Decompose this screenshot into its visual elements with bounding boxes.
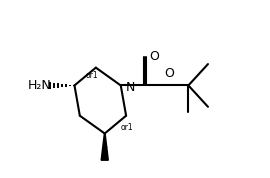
Text: N: N xyxy=(126,81,136,94)
Text: H₂N: H₂N xyxy=(28,79,51,92)
Polygon shape xyxy=(101,134,108,160)
Text: or1: or1 xyxy=(85,71,98,80)
Text: O: O xyxy=(149,50,159,64)
Text: F: F xyxy=(101,146,108,159)
Text: O: O xyxy=(164,67,174,80)
Text: or1: or1 xyxy=(121,123,133,132)
